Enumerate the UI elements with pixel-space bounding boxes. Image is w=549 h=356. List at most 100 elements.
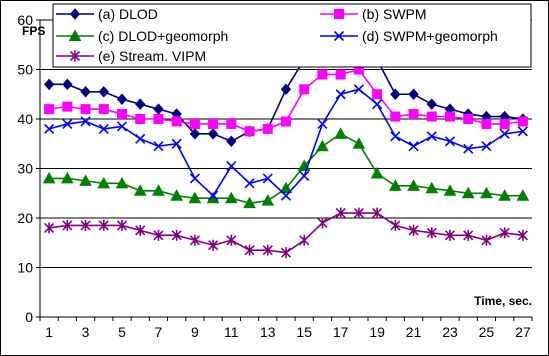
series-1-point-8	[189, 118, 200, 129]
series-1-point-21	[426, 111, 437, 122]
legend-marker-2	[68, 29, 82, 41]
series-4-point-8	[189, 234, 200, 246]
series-0-point-9	[207, 128, 219, 140]
series-0-point-1	[62, 78, 73, 91]
series-4-point-13	[280, 247, 292, 259]
series-0-point-3	[98, 86, 109, 98]
series-2-point-4	[115, 176, 129, 189]
series-1-point-13	[281, 116, 291, 127]
series-2-point-13	[279, 181, 293, 194]
y-tick-label-3: 30	[17, 161, 33, 177]
series-4	[44, 207, 528, 259]
series-0-point-10	[226, 135, 237, 148]
series-3-point-5	[135, 133, 146, 144]
series-4-point-5	[135, 224, 146, 236]
series-2-point-23	[461, 186, 475, 199]
series-4-point-16	[335, 207, 346, 219]
legend-label-0: (a) DLOD	[98, 6, 158, 22]
y-tick-label-5: 50	[17, 62, 33, 78]
y-tick-label-1: 10	[17, 260, 33, 276]
series-1-point-10	[226, 118, 237, 129]
series-2-point-1	[60, 171, 74, 184]
series-3-point-14	[299, 170, 310, 181]
series-4-point-2	[80, 219, 91, 231]
series-2-point-5	[133, 184, 147, 196]
series-3-point-6	[153, 141, 164, 152]
series-4-point-12	[262, 244, 273, 256]
series-1-point-18	[372, 89, 383, 100]
series-2-point-0	[42, 171, 56, 184]
series-2-point-11	[243, 196, 256, 209]
legend-marker-0	[69, 8, 81, 20]
series-1-point-0	[44, 104, 55, 115]
series-2-point-15	[316, 139, 329, 152]
legend-box	[52, 3, 532, 68]
series-2-point-10	[224, 191, 238, 204]
series-1-point-12	[262, 123, 273, 134]
x-tick-label-0: 1	[45, 324, 53, 340]
series-3-point-3	[98, 123, 109, 134]
series-3-point-26	[517, 126, 528, 137]
series-4-point-7	[171, 229, 182, 241]
series-1-point-15	[317, 69, 328, 80]
series-1-point-25	[499, 118, 510, 129]
series-3-point-21	[426, 131, 437, 142]
x-tick-label-7: 15	[296, 324, 312, 340]
series-1-point-5	[135, 114, 146, 124]
series-1-point-22	[445, 111, 455, 122]
series-0-point-4	[116, 93, 128, 105]
series-3-point-23	[463, 143, 474, 154]
legend-label-2: (c) DLOD+geomorph	[98, 28, 228, 44]
series-2-point-12	[261, 194, 275, 206]
x-tick-label-6: 13	[260, 324, 276, 340]
legend-entry-2: (c) DLOD+geomorph	[56, 28, 228, 44]
series-3-point-13	[280, 190, 292, 201]
series-3-point-16	[335, 89, 346, 100]
series-3	[44, 84, 528, 201]
x-tick-label-1: 3	[82, 324, 90, 340]
series-4-point-22	[444, 229, 456, 241]
series-2-point-22	[443, 184, 457, 196]
series-3-point-8	[189, 173, 200, 184]
series-2-point-19	[388, 179, 402, 191]
y-tick-label-2: 20	[17, 210, 33, 226]
series-3-point-22	[444, 136, 456, 147]
x-tick-label-13: 27	[515, 324, 531, 340]
series-3-point-24	[481, 141, 492, 152]
series-2-point-8	[188, 191, 202, 204]
legend-marker-3	[333, 30, 345, 42]
series-0-point-0	[43, 78, 55, 91]
series-4-point-6	[153, 229, 164, 241]
series-4-point-20	[408, 224, 419, 236]
series-0-point-13	[280, 83, 292, 96]
series-3-point-11	[244, 178, 255, 189]
series-1-point-20	[408, 109, 419, 120]
series-1-point-4	[117, 109, 127, 120]
series-4-point-23	[463, 229, 474, 241]
series-3-point-18	[372, 99, 383, 110]
x-axis-label: Time, sec.	[474, 294, 532, 308]
series-4-point-11	[244, 244, 255, 256]
series-4-point-4	[116, 219, 128, 231]
series-2	[42, 127, 530, 209]
y-axis-label: FPS	[22, 24, 45, 38]
legend-entry-0: (a) DLOD	[56, 6, 158, 22]
series-4-point-1	[62, 219, 73, 231]
series-2-point-3	[97, 176, 111, 189]
x-tick-label-12: 25	[479, 324, 495, 340]
legend-label-1: (b) SWPM	[362, 6, 427, 22]
series-3-point-17	[353, 84, 364, 95]
series-1-point-23	[463, 114, 474, 124]
series-1-point-6	[153, 114, 164, 124]
series-4-point-18	[372, 207, 383, 219]
series-3-point-9	[208, 190, 219, 201]
series-4-point-14	[299, 234, 310, 246]
series-2-point-7	[170, 189, 184, 201]
series-2-point-2	[79, 174, 92, 186]
x-tick-label-11: 23	[442, 324, 458, 340]
legend: (a) DLOD (b) SWPM (c) DLOD+geomorph (d) SWP…	[52, 3, 532, 68]
series-2-point-20	[407, 179, 420, 191]
series-0-point-5	[135, 98, 146, 110]
x-tick-label-3: 7	[155, 324, 163, 340]
series-3-point-0	[44, 123, 55, 134]
